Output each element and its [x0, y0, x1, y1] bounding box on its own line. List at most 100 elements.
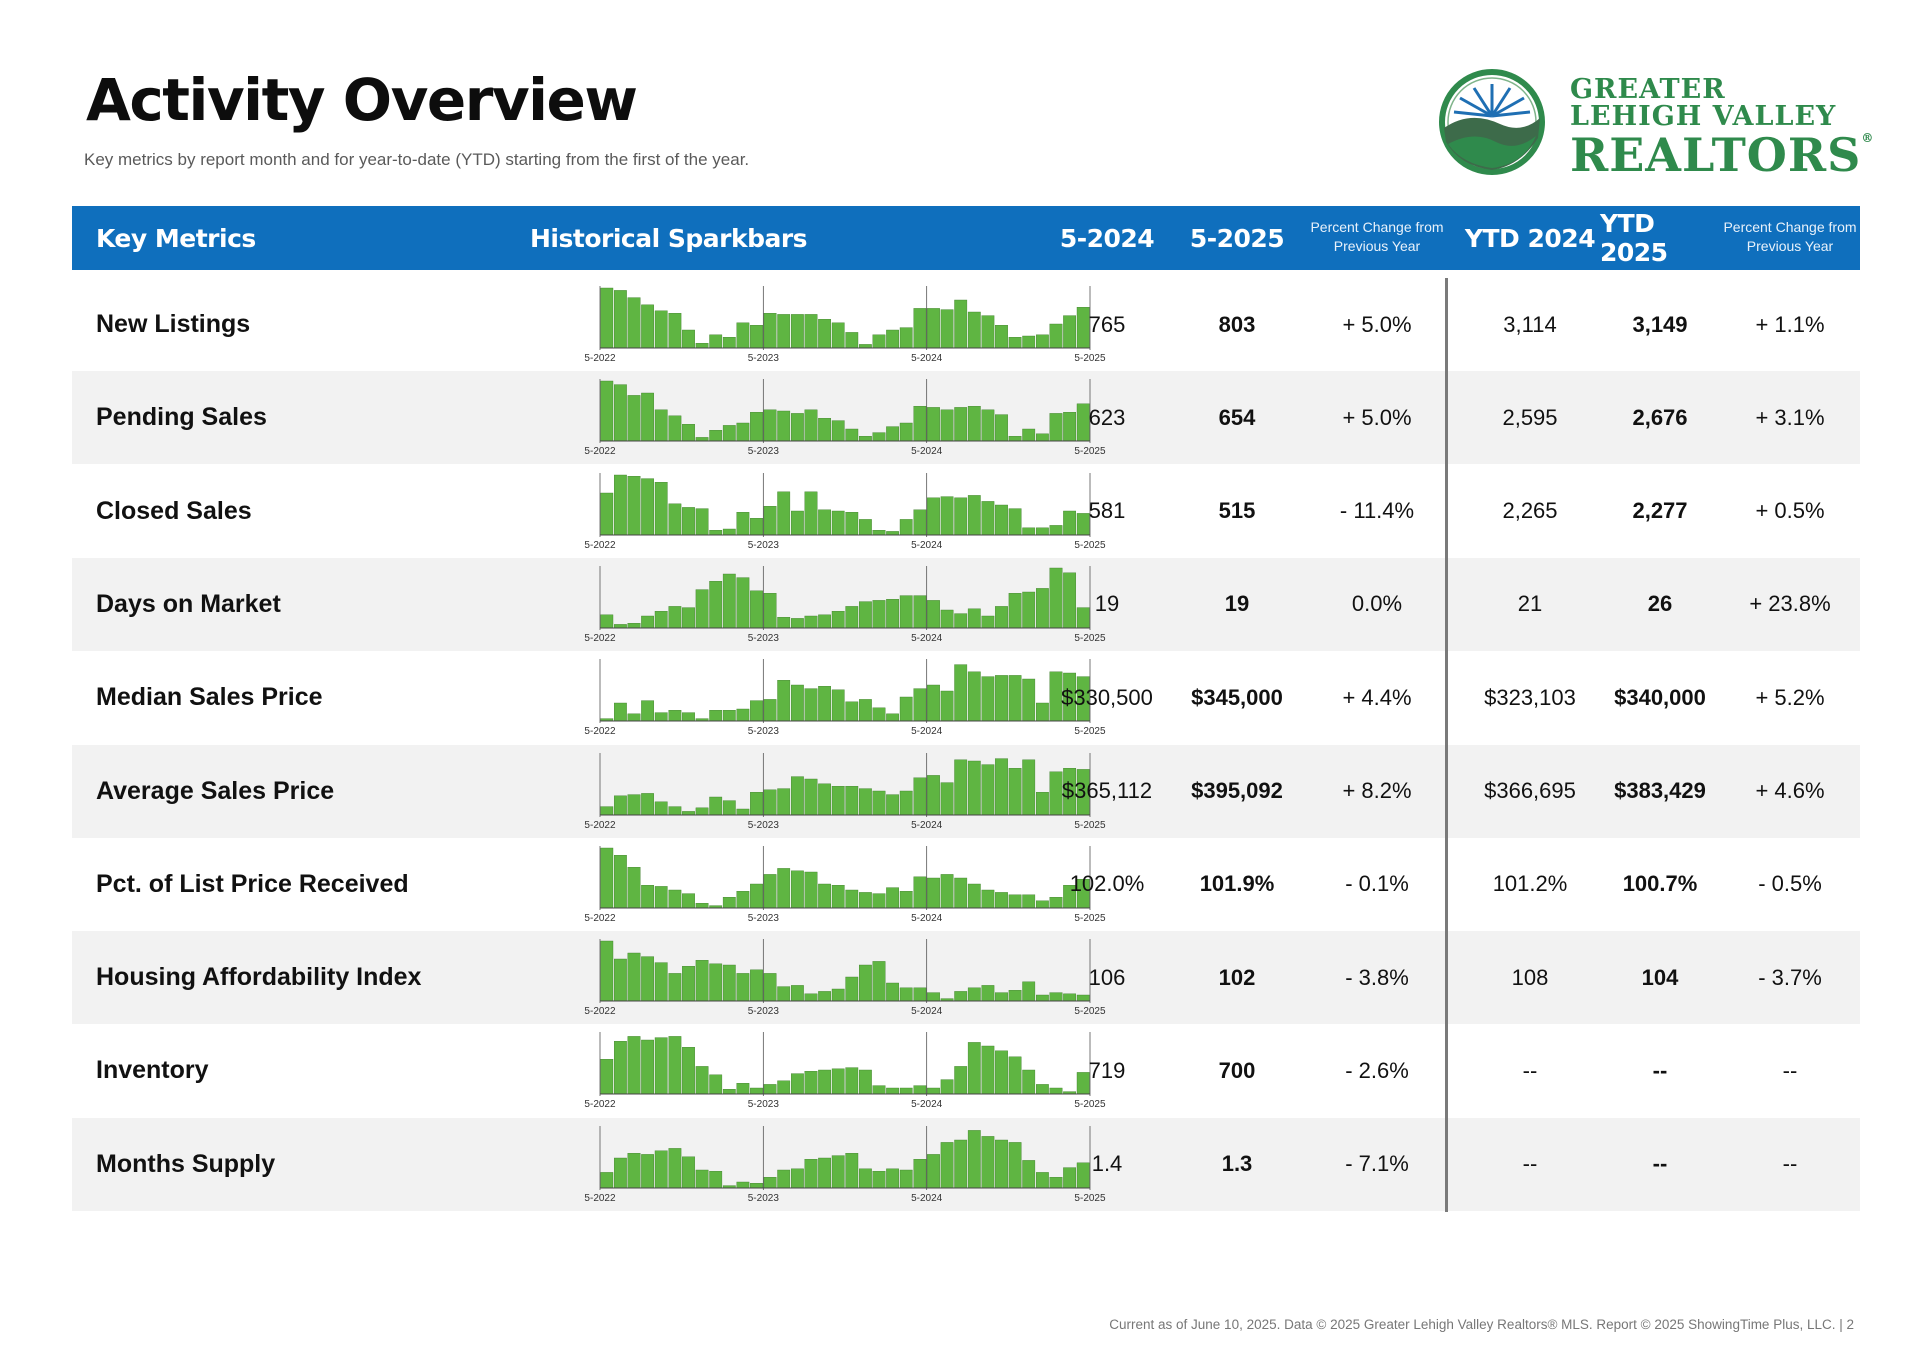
value-pct-change: + 5.0% [1342, 404, 1412, 430]
spark-bar [845, 429, 859, 442]
spark-tick-label: 5-2024 [911, 353, 943, 364]
spark-bar [995, 504, 1008, 535]
spark-bar [995, 606, 1008, 629]
spark-tick-label: 5-2025 [1074, 1099, 1106, 1110]
spark-bar [954, 1066, 968, 1095]
value-curr-month: 1.3 [1221, 1151, 1253, 1177]
spark-bar [886, 1168, 899, 1188]
spark-tick-label: 5-2025 [1074, 540, 1106, 551]
spark-bar [818, 509, 831, 535]
spark-bar [750, 325, 763, 349]
value-prev-month: 106 [1088, 964, 1126, 990]
table-row: Housing Affordability Index 5-2022 5-2023 5… [72, 931, 1860, 1025]
spark-bar [627, 395, 641, 442]
spark-bar [899, 790, 913, 815]
value-prev-month: 102.0% [1069, 871, 1145, 897]
sparkbar-chart: 5-2022 5-2023 5-2024 5-2025 [584, 1125, 1106, 1204]
value-pct-change: - 2.6% [1345, 1057, 1409, 1083]
spark-bar [927, 992, 940, 1002]
spark-tick-label: 5-2025 [1074, 1006, 1106, 1017]
spark-bar [995, 675, 1008, 722]
spark-bar [954, 759, 968, 815]
spark-bar [940, 781, 954, 815]
sparkbar-chart: 5-2022 5-2023 5-2024 5-2025 [584, 286, 1106, 364]
spark-bar [927, 497, 940, 535]
spark-bar [709, 1170, 723, 1188]
spark-tick-label: 5-2023 [748, 820, 780, 831]
spark-bar [995, 325, 1008, 349]
spark-bar [913, 595, 927, 629]
spark-bar [763, 592, 777, 629]
spark-bar [736, 1181, 750, 1188]
spark-bar [695, 960, 709, 1002]
spark-bar [967, 760, 981, 815]
metric-name: Closed Sales [96, 496, 252, 525]
spark-tick-label: 5-2024 [911, 633, 943, 644]
spark-bar [641, 1153, 654, 1188]
value-prev-month: 765 [1088, 311, 1126, 337]
spark-bar [804, 1158, 818, 1188]
value-pct-change: - 7.1% [1345, 1151, 1409, 1177]
spark-bar [940, 1079, 954, 1095]
spark-bar [722, 896, 736, 908]
spark-bar [736, 1083, 750, 1095]
spark-bar [872, 432, 886, 442]
spark-bar [613, 854, 627, 908]
spark-bar [859, 787, 872, 815]
spark-bar [791, 1073, 804, 1095]
spark-tick-label: 5-2022 [584, 820, 616, 831]
spark-bar [627, 1152, 641, 1188]
spark-bar [927, 684, 940, 722]
spark-tick-label: 5-2022 [584, 446, 616, 457]
spark-bar [859, 1070, 872, 1095]
spark-bar [695, 902, 709, 908]
metric-name: New Listings [96, 310, 251, 338]
header-key-metrics: Key Metrics [96, 223, 256, 253]
value-curr-month: 102 [1218, 964, 1256, 990]
value-curr-month: 101.9% [1199, 871, 1275, 897]
spark-bar [627, 793, 641, 815]
spark-bar [818, 783, 831, 815]
spark-bar [954, 1139, 968, 1188]
spark-bar [804, 615, 818, 629]
spark-bar [1022, 429, 1036, 442]
spark-bar [967, 987, 981, 1002]
value-ytd-prev: 101.2% [1492, 871, 1568, 897]
spark-bar [722, 573, 736, 629]
spark-bar [981, 1046, 995, 1095]
spark-bar [654, 885, 668, 908]
spark-bar [818, 418, 831, 442]
spark-bar [872, 790, 886, 815]
spark-bar [613, 1157, 627, 1188]
spark-bar [981, 409, 995, 442]
spark-bar [763, 973, 777, 1002]
spark-bar [641, 700, 654, 722]
spark-tick-label: 5-2025 [1074, 820, 1106, 831]
spark-tick-label: 5-2022 [584, 353, 616, 364]
spark-bar [913, 1085, 927, 1095]
spark-tick-label: 5-2022 [584, 1006, 616, 1017]
spark-bar [613, 702, 627, 722]
metric-name: Pending Sales [96, 403, 267, 432]
spark-bar [600, 492, 614, 535]
spark-bar [899, 987, 913, 1002]
spark-bar [654, 310, 668, 349]
spark-bar [818, 686, 831, 722]
value-prev-month: $330,500 [1061, 684, 1153, 710]
table-header: Key Metrics Historical Sparkbars 5-2024 … [72, 206, 1860, 270]
spark-bar [831, 420, 845, 442]
spark-bar [954, 991, 968, 1002]
spark-bar [654, 962, 668, 1002]
spark-bar [818, 1070, 831, 1095]
spark-bar [722, 710, 736, 722]
value-pct-change: + 5.0% [1342, 311, 1412, 337]
spark-bar [750, 969, 763, 1002]
spark-bar [763, 409, 777, 442]
spark-bar [736, 973, 750, 1002]
spark-bar [981, 500, 995, 535]
spark-bar [859, 699, 872, 722]
spark-bar [927, 1153, 940, 1188]
spark-bar [750, 700, 763, 722]
metric-name: Housing Affordability Index [96, 963, 422, 992]
spark-bar [940, 309, 954, 349]
